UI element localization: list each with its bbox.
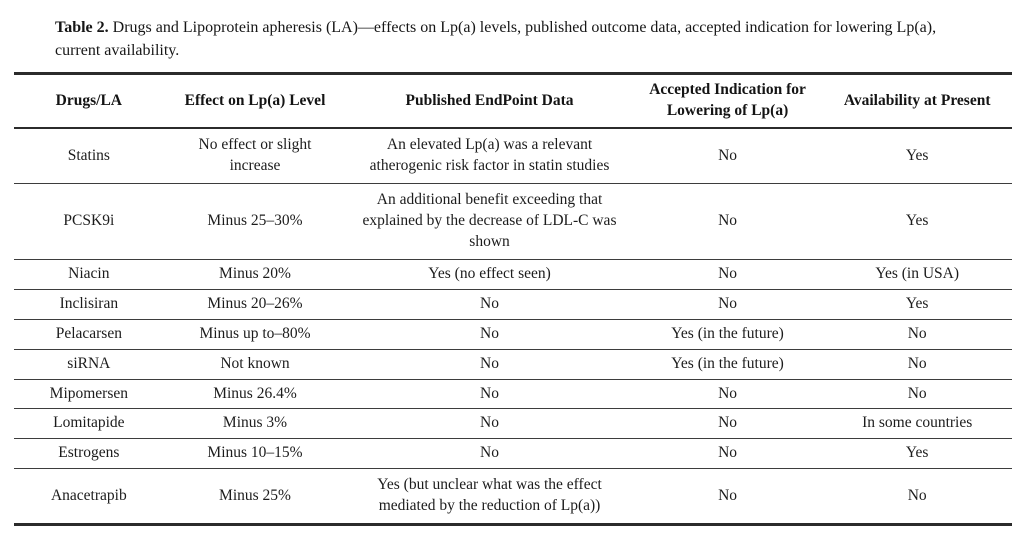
- table-cell: No: [907, 354, 927, 372]
- table-cell: Minus 25–30%: [207, 211, 303, 229]
- table-row: Inclisiran Minus 20–26% No No Yes: [14, 289, 1012, 320]
- table-caption-label: Table 2.: [55, 19, 109, 36]
- table-cell: Inclisiran: [59, 294, 119, 312]
- table-cell: No: [718, 264, 738, 282]
- table-row: Pelacarsen Minus up to–80% No Yes (in the f…: [14, 319, 1012, 350]
- table-cell: siRNA: [67, 354, 111, 372]
- table-cell: Minus 20–26%: [207, 294, 303, 312]
- table-cell: Minus up to–80%: [199, 324, 311, 342]
- column-header-effect: Effect on Lp(a) Level: [163, 73, 347, 130]
- column-header-drugs: Drugs/LA: [14, 73, 164, 130]
- table-cell: Mipomersen: [49, 384, 129, 402]
- column-header-endpoint: Published EndPoint Data: [346, 73, 633, 130]
- table-cell: No: [718, 146, 738, 164]
- table-row: Niacin Minus 20% Yes (no effect seen) No Yes…: [14, 259, 1012, 290]
- table-row: siRNA Not known No Yes (in the future) No: [14, 349, 1012, 380]
- table-cell: No: [480, 324, 499, 342]
- table-cell: No: [907, 384, 927, 402]
- table-header: Drugs/LA Effect on Lp(a) Level Published…: [14, 73, 1012, 130]
- table-cell: Minus 10–15%: [207, 444, 303, 462]
- table-caption: Table 2. Drugs and Lipoprotein apheresis…: [55, 16, 969, 62]
- table-cell: Not known: [220, 354, 290, 372]
- table-row: Estrogens Minus 10–15% No No Yes: [14, 439, 1012, 469]
- table-cell: Anacetrapib: [50, 486, 127, 504]
- table-cell: No: [480, 294, 499, 312]
- table-cell: No: [718, 384, 738, 402]
- table-cell: Yes (in the future): [671, 324, 784, 342]
- table-cell: Minus 3%: [222, 414, 288, 432]
- drugs-lpa-table: Drugs/LA Effect on Lp(a) Level Published…: [14, 72, 1012, 527]
- table-cell: Yes (no effect seen): [428, 264, 551, 282]
- table-cell: Minus 25%: [219, 486, 291, 504]
- table-cell: No effect or slight increase: [198, 136, 312, 175]
- table-cell: Yes: [905, 444, 929, 462]
- table-cell: PCSK9i: [63, 211, 115, 229]
- table-row: Mipomersen Minus 26.4% No No No: [14, 379, 1012, 409]
- table-cell: No: [907, 324, 927, 342]
- table-cell: Minus 20%: [219, 264, 291, 282]
- table-cell: Niacin: [68, 264, 110, 282]
- table-cell: Yes: [905, 146, 929, 164]
- table-cell: Yes (in the future): [671, 354, 784, 372]
- table-caption-text: Drugs and Lipoprotein apheresis (LA)—eff…: [55, 19, 937, 60]
- table-row: Anacetrapib Minus 25% Yes (but unclear wha…: [14, 469, 1012, 525]
- table-cell: Pelacarsen: [55, 324, 122, 342]
- table-cell: No: [480, 384, 499, 402]
- table-cell: No: [480, 354, 499, 372]
- table-cell: No: [718, 294, 738, 312]
- table-cell: Yes: [905, 294, 929, 312]
- table-cell: In some countries: [862, 414, 973, 432]
- table-cell: Yes (in USA): [875, 264, 960, 282]
- table-cell: No: [718, 414, 738, 432]
- table-header-row: Drugs/LA Effect on Lp(a) Level Published…: [14, 73, 1012, 130]
- column-header-availability: Availability at Present: [822, 73, 1012, 130]
- table-cell: An elevated Lp(a) was a relevant atherog…: [369, 136, 610, 175]
- table-row: Lomitapide Minus 3% No No In some countries: [14, 409, 1012, 439]
- table-cell: Minus 26.4%: [213, 384, 297, 402]
- table-cell: Yes (but unclear what was the effect med…: [377, 476, 602, 515]
- table-row: PCSK9i Minus 25–30% An additional benefit …: [14, 184, 1012, 260]
- table-cell: Lomitapide: [53, 414, 125, 432]
- table-cell: No: [907, 486, 927, 504]
- table-cell: No: [480, 444, 499, 462]
- table-cell: An additional benefit exceeding that exp…: [362, 191, 617, 250]
- table-row: Statins No effect or slight increase An el…: [14, 128, 1012, 184]
- table-cell: No: [718, 211, 738, 229]
- table-cell: No: [718, 486, 738, 504]
- table-cell: No: [480, 414, 499, 432]
- table-cell: Statins: [67, 146, 110, 164]
- table-cell: No: [718, 444, 738, 462]
- table-cell: Estrogens: [58, 444, 120, 462]
- table-cell: Yes: [905, 211, 929, 229]
- table-body: Statins No effect or slight increase An el…: [14, 128, 1012, 524]
- column-header-indication: Accepted Indication for Lowering of Lp(a…: [632, 73, 823, 130]
